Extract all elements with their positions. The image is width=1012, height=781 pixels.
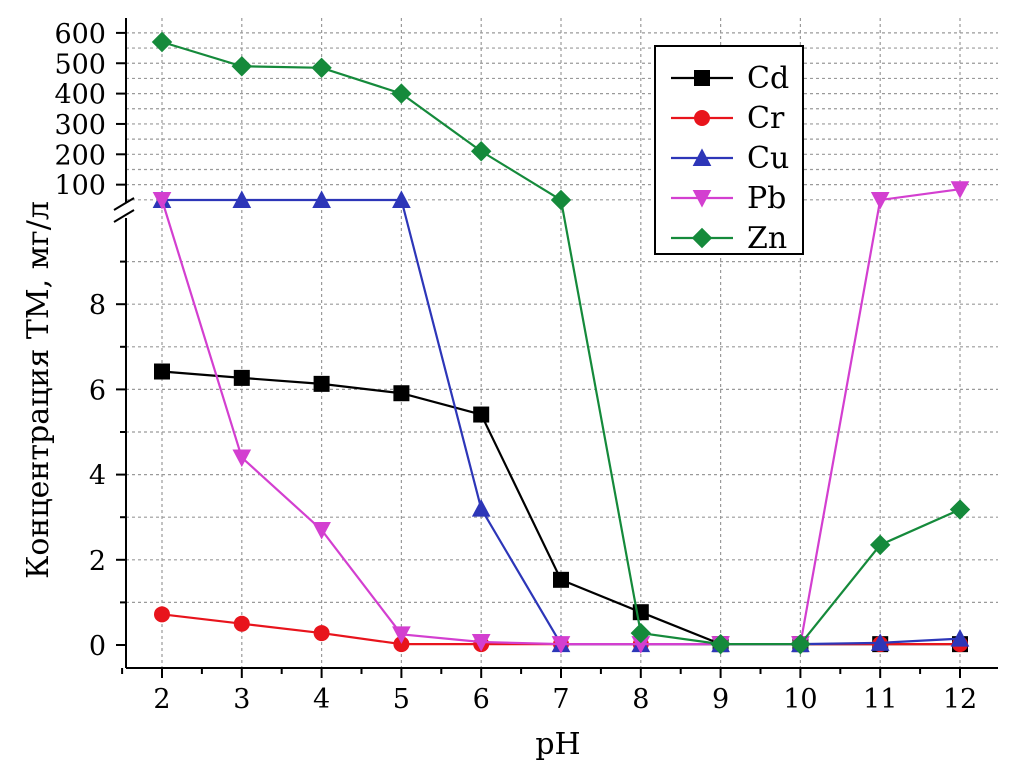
data-point-pb: [232, 449, 252, 468]
x-tick-label: 2: [153, 684, 170, 715]
data-point-cr: [233, 615, 250, 632]
x-tick-label: 9: [712, 684, 729, 715]
data-point-zn: [869, 534, 891, 556]
legend-box: [654, 45, 804, 255]
data-point-pb: [312, 521, 331, 540]
data-point-cd: [154, 363, 170, 380]
y-tick-label: 500: [54, 49, 106, 80]
axis-break-mark: [113, 209, 135, 223]
axis-break-mark: [113, 197, 135, 211]
x-tick-label: 4: [313, 684, 330, 715]
y-tick-label: 600: [54, 19, 106, 50]
series: [151, 31, 971, 655]
data-point-zn: [630, 622, 652, 644]
y-tick-label: 4: [89, 461, 106, 492]
x-tick-label: 8: [632, 684, 649, 715]
legend-label-zn: Zn: [747, 221, 787, 256]
grid: [126, 18, 998, 668]
data-point-cd: [233, 369, 250, 386]
y-tick-label: 0: [89, 631, 106, 662]
data-point-cu: [232, 190, 252, 208]
data-point-cu: [312, 190, 331, 208]
data-point-cr: [313, 625, 330, 642]
data-point-pb: [950, 181, 970, 199]
y-tick-label: 300: [54, 110, 106, 141]
y-tick-label: 400: [54, 80, 106, 111]
legend-label-cr: Cr: [747, 101, 785, 136]
x-tick-label: 3: [233, 684, 250, 715]
x-tick-label: 11: [863, 684, 897, 715]
data-point-cu: [471, 499, 491, 517]
legend-label-cu: Cu: [747, 141, 789, 176]
legend-label-cd: Cd: [747, 61, 789, 96]
legend-marker-cd: [694, 70, 710, 86]
data-point-pb: [870, 192, 890, 210]
data-point-zn: [949, 499, 971, 520]
y-tick-label: 200: [54, 140, 106, 171]
x-tick-label: 6: [473, 684, 490, 715]
y-tick-label: 2: [89, 546, 106, 577]
data-point-pb: [392, 626, 411, 644]
series-zn: [151, 31, 971, 655]
data-point-cu: [950, 629, 970, 647]
data-point-cu: [870, 633, 890, 651]
data-point-cd: [553, 571, 569, 588]
data-point-cd: [313, 375, 330, 392]
y-tick-label: 100: [54, 171, 106, 202]
series-line-cd: [161, 370, 960, 646]
y-tick-label: 6: [89, 375, 106, 406]
x-tick-label: 7: [552, 684, 569, 715]
data-point-cd: [473, 406, 490, 423]
data-point-zn: [151, 31, 173, 53]
data-point-cd: [393, 385, 410, 402]
data-point-zn: [470, 141, 492, 162]
y-axis-label: Концентрация ТМ, мг/л: [21, 201, 56, 579]
data-point-zn: [311, 57, 332, 79]
x-tick-label: 12: [943, 684, 977, 715]
data-point-zn: [550, 189, 572, 211]
data-point-zn: [391, 83, 412, 104]
legend-marker-zn: [691, 227, 713, 249]
x-tick-label: 10: [783, 684, 817, 715]
data-point-cu: [392, 190, 411, 208]
data-point-cr: [154, 606, 170, 623]
data-point-zn: [231, 56, 253, 77]
x-axis-label: pH: [535, 727, 580, 762]
x-tick-label: 5: [393, 684, 410, 715]
legend: Cd Cr Cu Pb Zn: [654, 45, 804, 256]
data-point-zn: [790, 633, 811, 655]
data-point-zn: [710, 633, 731, 655]
legend-label-pb: Pb: [747, 181, 786, 216]
legend-marker-pb: [692, 190, 712, 208]
data-point-pb: [152, 192, 172, 210]
y-tick-label: 8: [89, 290, 106, 321]
legend-marker-cu: [692, 148, 712, 166]
data-point-pb: [551, 636, 571, 654]
legend-marker-cr: [694, 110, 710, 126]
data-point-pb: [471, 634, 491, 652]
